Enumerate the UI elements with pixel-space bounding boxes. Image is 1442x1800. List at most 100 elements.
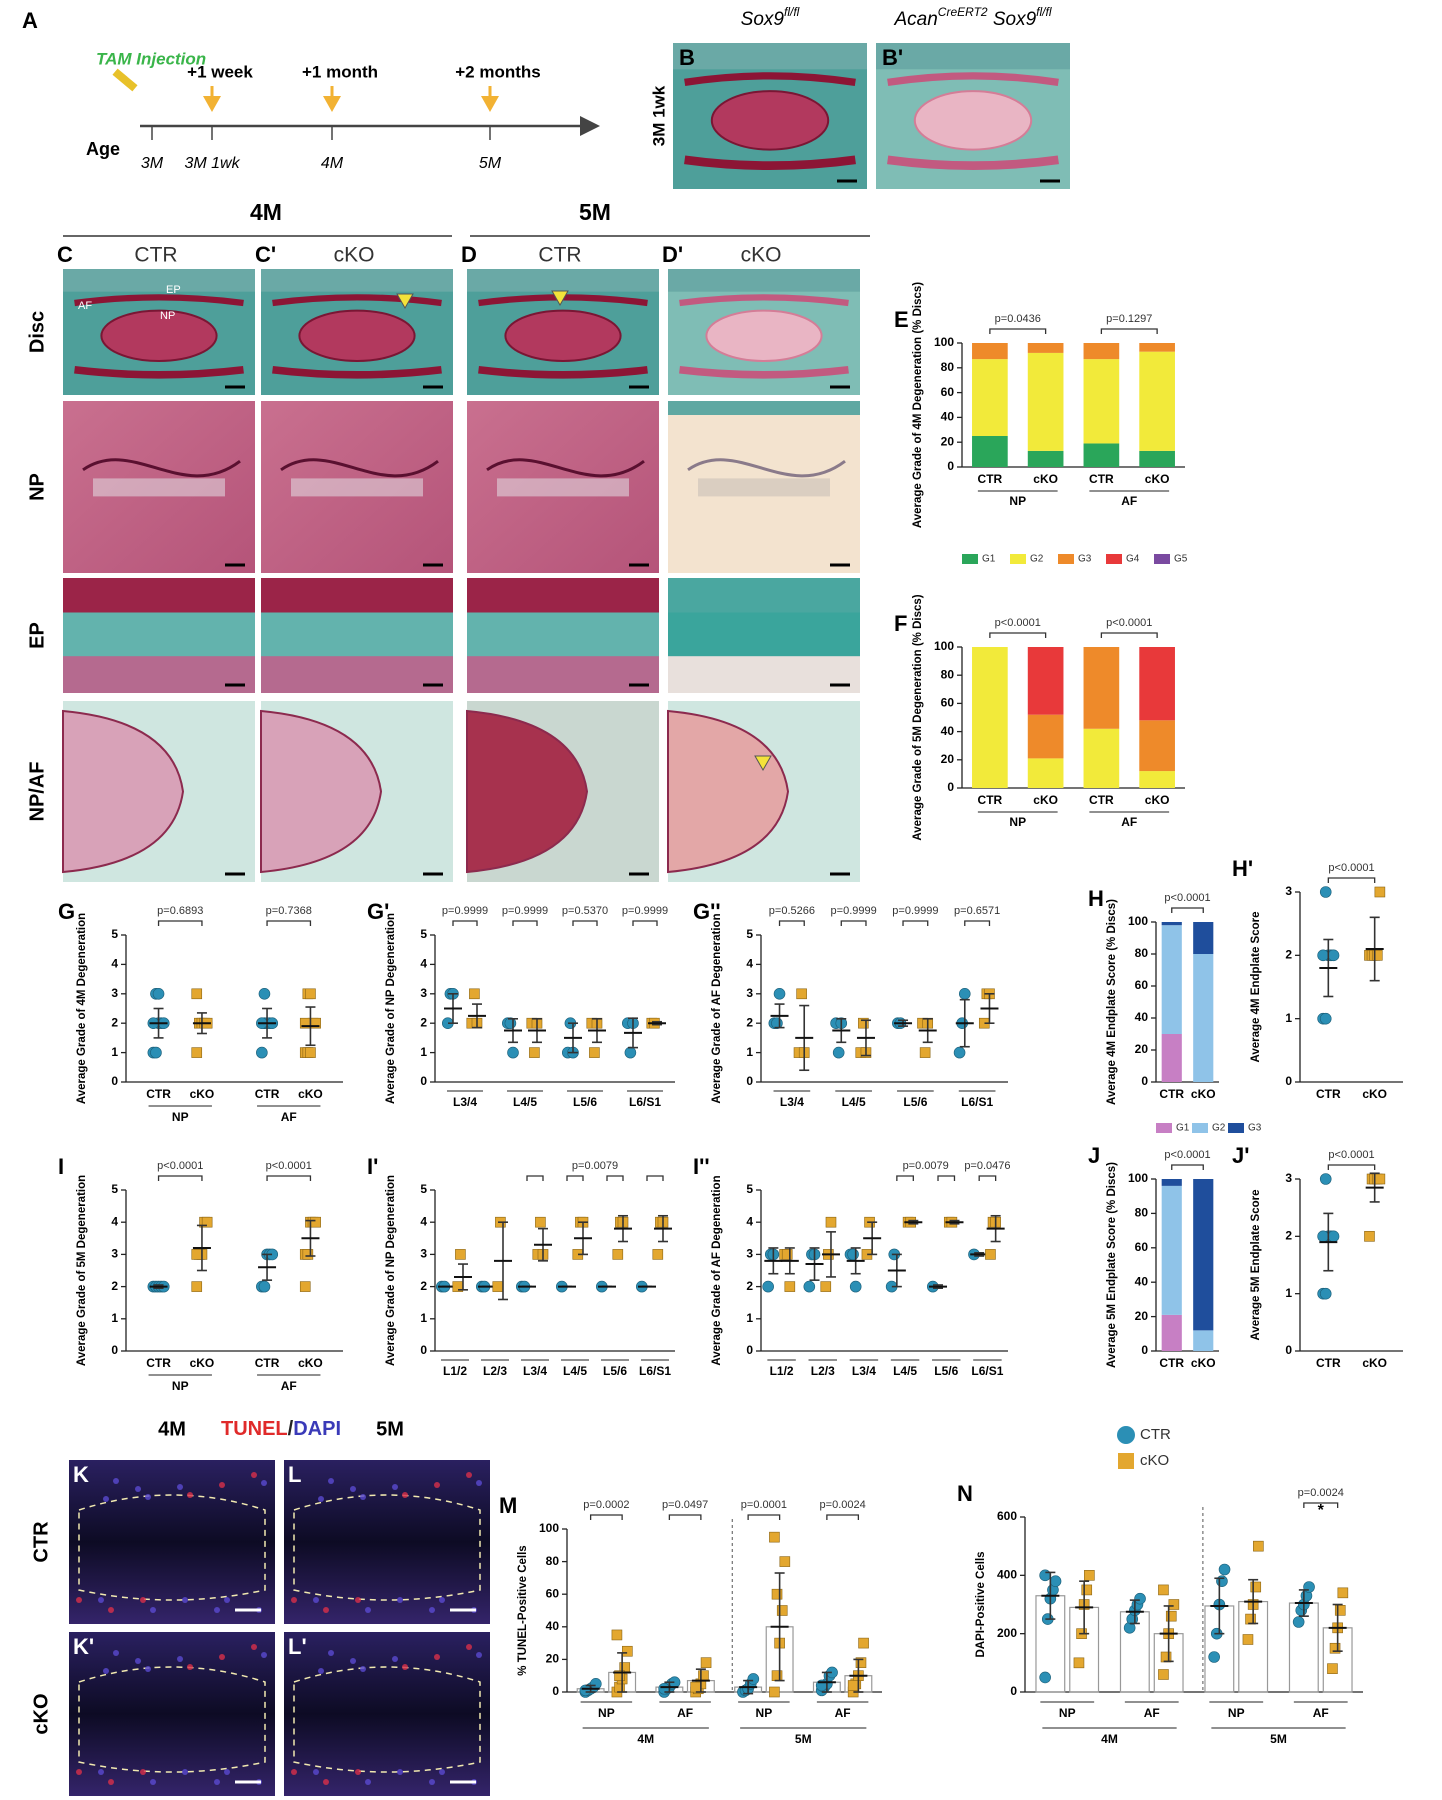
group-label: NP xyxy=(598,1706,615,1720)
y-tick-label: 20 xyxy=(941,434,955,448)
gene: Sox9 xyxy=(741,9,785,30)
group-label: NP xyxy=(1009,815,1026,829)
group-label: AF xyxy=(281,1379,297,1393)
data-point xyxy=(1292,1616,1305,1628)
arrowhead xyxy=(551,290,569,307)
y-axis-label: Average 4M Endplate Score (% Discs) xyxy=(1106,899,1118,1105)
y-tick-label: 5 xyxy=(111,1182,118,1196)
age-header: 5M xyxy=(376,1418,404,1440)
bar-segment xyxy=(1193,1330,1214,1351)
cell-signal xyxy=(323,1607,329,1613)
bar-segment xyxy=(1027,450,1064,467)
legend-swatch xyxy=(1058,554,1074,564)
endplate xyxy=(679,294,849,307)
panel-letter: G' xyxy=(367,899,389,924)
p-value: p=0.0024 xyxy=(1298,1487,1344,1499)
bar-segment xyxy=(1083,343,1120,360)
nucleus-pulposus xyxy=(913,90,1033,151)
cell-signal xyxy=(187,1664,193,1670)
significance-bracket xyxy=(668,1514,702,1520)
panel-letter: B' xyxy=(882,45,903,70)
syringe xyxy=(112,68,138,92)
group-label: AF xyxy=(677,1706,693,1720)
x-tick-label: L3/4 xyxy=(453,1095,477,1109)
y-tick-label: 60 xyxy=(941,385,955,399)
panel-letter: C xyxy=(57,242,73,267)
y-tick-label: 100 xyxy=(1128,1171,1148,1185)
x-tick-label: L2/3 xyxy=(811,1364,835,1378)
bar-segment xyxy=(972,359,1008,436)
endplate xyxy=(272,366,442,379)
data-point xyxy=(1039,1671,1051,1684)
x-tick-label: L6/S1 xyxy=(961,1095,993,1109)
y-tick-label: 1 xyxy=(420,1045,427,1059)
np-region xyxy=(260,709,383,874)
data-point xyxy=(1327,949,1340,962)
age-label: 5M xyxy=(479,155,502,172)
data-point xyxy=(299,1281,311,1292)
stain: / xyxy=(288,1418,294,1440)
cell-signal xyxy=(98,1597,104,1603)
data-point xyxy=(855,1657,867,1668)
y-tick-label: 2 xyxy=(1285,1229,1292,1243)
legend-swatch xyxy=(1192,1123,1208,1133)
cell-signal xyxy=(261,1652,267,1658)
significance-bracket xyxy=(1171,1164,1204,1170)
y-tick-label: 20 xyxy=(1135,1309,1149,1323)
panel-letter: C' xyxy=(255,242,276,267)
y-axis-label: Average 5M Endplate Score (% Discs) xyxy=(1106,1162,1118,1368)
data-point xyxy=(1073,1657,1085,1669)
bar-segment xyxy=(1139,450,1175,467)
x-tick-label: CTR xyxy=(1316,1087,1341,1101)
data-point xyxy=(191,1281,203,1292)
x-tick-label: L5/6 xyxy=(903,1095,927,1109)
x-tick-label: CTR xyxy=(978,793,1003,807)
data-point xyxy=(1242,1634,1254,1645)
y-tick-label: 60 xyxy=(546,1586,560,1600)
data-point xyxy=(258,987,271,1000)
data-point xyxy=(590,1678,602,1690)
arrowhead xyxy=(396,293,414,310)
data-point xyxy=(847,1680,859,1691)
cell-band xyxy=(93,478,225,497)
p-value: p<0.0001 xyxy=(1164,892,1210,904)
tissue-crack xyxy=(687,458,846,478)
np-layer xyxy=(261,656,453,693)
y-tick-label: 100 xyxy=(1128,914,1148,928)
significance-bracket xyxy=(646,1175,664,1181)
y-axis-label: Average Grade of 5M Degeneration xyxy=(76,1175,88,1366)
cell-signal xyxy=(214,1607,220,1613)
data-point xyxy=(579,1684,592,1697)
y-tick-label: 1 xyxy=(746,1311,753,1325)
cell-signal xyxy=(113,1478,119,1484)
bar-segment xyxy=(1083,728,1120,788)
group-label: AF xyxy=(1121,815,1137,829)
cell-signal xyxy=(392,1484,398,1490)
data-point xyxy=(1158,1669,1169,1680)
x-tick-label: cKO xyxy=(190,1087,215,1101)
x-tick-label: cKO xyxy=(1145,472,1170,486)
y-tick-label: 200 xyxy=(997,1626,1017,1640)
time-marker xyxy=(323,96,341,112)
cell-signal xyxy=(103,1668,109,1674)
data-point xyxy=(1168,1599,1180,1610)
data-point xyxy=(589,1047,600,1058)
data-point xyxy=(1337,1587,1349,1599)
significance-star: * xyxy=(1318,1502,1325,1519)
x-tick-label: CTR xyxy=(978,472,1003,486)
significance-bracket xyxy=(937,1175,956,1181)
legend-label: G1 xyxy=(1176,1123,1190,1134)
x-tick-label: cKO xyxy=(1145,793,1170,807)
data-point xyxy=(698,1670,709,1681)
y-tick-label: 20 xyxy=(546,1652,560,1666)
cell-signal xyxy=(328,1650,334,1656)
time-mark: +1 week xyxy=(187,62,253,81)
panel-letter: L xyxy=(288,1462,301,1487)
data-point xyxy=(849,1280,862,1293)
significance-bracket xyxy=(1100,632,1158,638)
data-point xyxy=(858,1637,869,1649)
nucleus-pulposus xyxy=(504,309,622,362)
y-tick-label: 2 xyxy=(746,1015,753,1029)
column-label: cKO xyxy=(741,244,782,267)
x-tick-label: CTR xyxy=(1159,1087,1184,1101)
